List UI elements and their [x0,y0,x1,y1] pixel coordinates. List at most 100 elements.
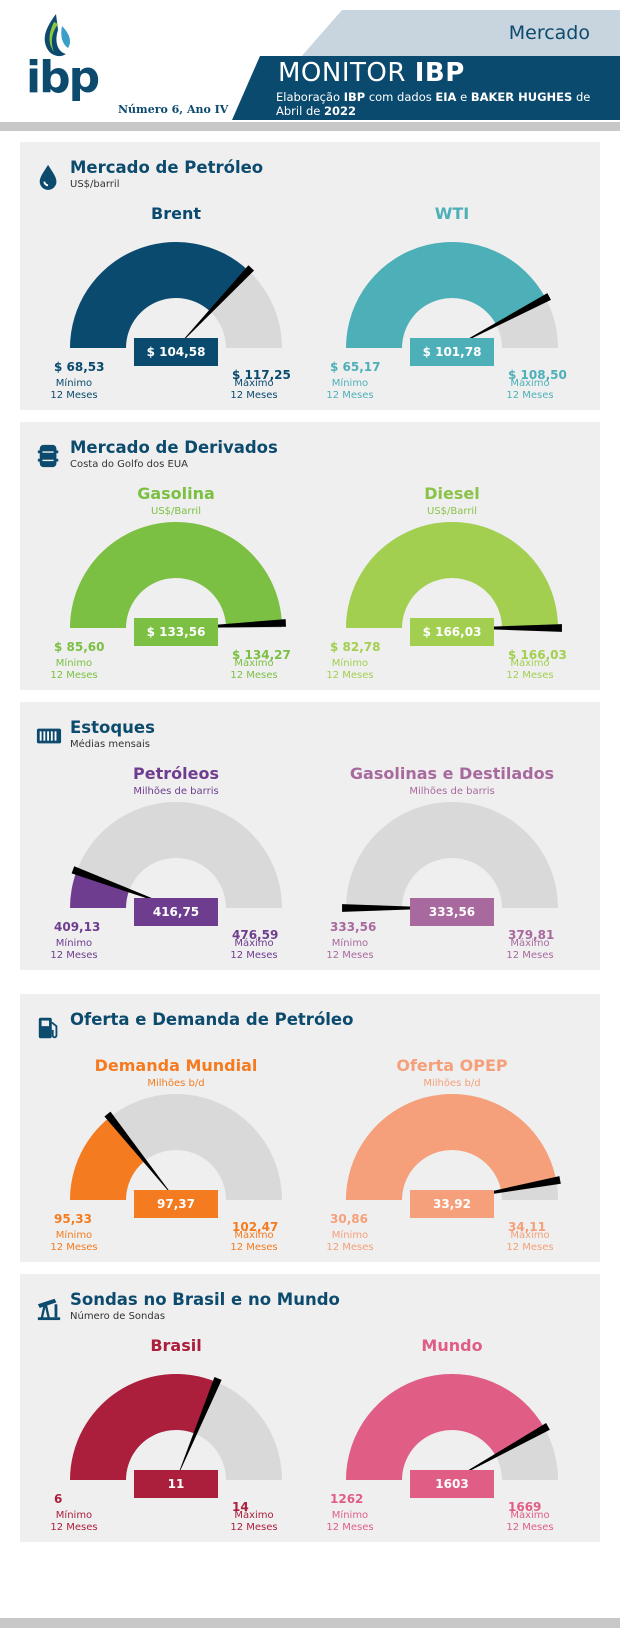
gauge-max-value: 34,11 [508,1220,546,1234]
gauge-unit: Milhões b/d [423,1078,481,1089]
gauge-max-value: $ 134,27 [232,648,291,662]
gauge-max-value: 476,59 [232,928,279,942]
gauge-value: 1603 [410,1470,494,1498]
gauge-max-label: Máximo 12 Meses [230,1230,278,1253]
gauge-max-value: $ 117,25 [232,368,291,382]
section-title: Estoques [70,718,155,737]
gauge-max-value: 14 [232,1500,249,1514]
gauge: Brent $ 104,58 $ 68,53 $ 117,25 Mínimo 12 Mes… [46,142,306,410]
gauge-dial [346,522,562,632]
header: ibp Número 6, Ano IV Mercado MONITOR IBP… [0,0,620,132]
gauge-title: Demanda Mundial [94,1056,258,1075]
gauge-min-label: Mínimo 12 Meses [50,378,98,401]
section-title: Mercado de Petróleo [70,158,264,177]
gauge-title: Gasolina [137,484,215,503]
gauge-min-value: 1262 [330,1492,364,1506]
barrel-icon [37,444,59,468]
gauge-min-value: $ 68,53 [54,360,105,374]
gauge-max-label: Máximo 12 Meses [230,658,278,681]
gauge-max-value: $ 108,50 [508,368,567,382]
gauge-max-label: Máximo 12 Meses [230,938,278,961]
gauge-value-arc [346,241,546,348]
gauge-dial [70,242,282,352]
gauge-dial [346,241,558,352]
gauge-max-value: 1669 [508,1500,542,1514]
gauge-min-label: Mínimo 12 Meses [326,1230,374,1253]
gauge-value: $ 133,56 [134,618,218,646]
gauge-dial [70,521,286,632]
gauge: Demanda Mundial Milhões b/d 97,37 95,33 102,… [46,994,306,1262]
gauge-value-arc [70,521,282,628]
gauge-min-label: Mínimo 12 Meses [50,658,98,681]
gauge-min-value: 30,86 [330,1212,368,1226]
gauge-dial [70,802,282,912]
gauge-title: Gasolinas e Destilados [349,764,555,783]
gauge-max-label: Máximo 12 Meses [506,938,554,961]
footer-rule [0,1618,620,1628]
gauge-dial [70,1094,282,1204]
gauge: Diesel US$/Barril $ 166,03 $ 82,78 $ 166,03 M… [322,422,582,690]
gauge-value: $ 101,78 [410,338,494,366]
gauge-needle [71,866,176,908]
gauge-dial [346,1094,561,1204]
gauge-unit: Milhões b/d [147,1078,205,1089]
section-tag: Mercado [508,22,590,44]
gauge: Brasil 11 6 14 Mínimo 12 Meses Máximo 12 Meses [46,1274,306,1542]
gauge-min-value: $ 85,60 [54,640,105,654]
gauge-value: 11 [134,1470,218,1498]
gauge-max-label: Máximo 12 Meses [506,1230,554,1253]
gauge-min-label: Mínimo 12 Meses [326,938,374,961]
gauge-title: Mundo [421,1336,483,1355]
gauge-min-label: Mínimo 12 Meses [326,378,374,401]
gauge-min-value: $ 65,17 [330,360,381,374]
storage-tank-icon [36,728,62,744]
gauge-needle [176,1376,222,1480]
gauge-max-value: 102,47 [232,1220,279,1234]
gauge-max-label: Máximo 12 Meses [506,658,554,681]
gauge-value-arc [346,1374,545,1480]
gauge-min-value: $ 82,78 [330,640,381,654]
gauge-unit: Milhões de barris [133,786,219,797]
gauge-max-label: Máximo 12 Meses [230,378,278,401]
gauge: Oferta OPEP Milhões b/d 33,92 30,86 34,11 Mín… [322,994,582,1262]
fuel-pump-icon [38,1017,58,1039]
gauge-min-label: Mínimo 12 Meses [326,658,374,681]
gauge-value-arc [70,1374,217,1480]
gauge-needle [176,265,255,348]
gauge-unit: US$/Barril [427,506,477,517]
gauge-max-label: Máximo 12 Meses [506,378,554,401]
section-title: Sondas no Brasil e no Mundo [70,1290,340,1309]
gauge-min-value: 6 [54,1492,63,1506]
gauge: WTI $ 101,78 $ 65,17 $ 108,50 Mínimo 12 Meses… [322,142,582,410]
gauge: Mundo 1603 1262 1669 Mínimo 12 Meses Máximo 12 … [322,1274,582,1542]
section-panel: Mercado de Petróleo US$/barril Brent $ 104,… [20,142,600,410]
gauge-needle [104,1111,176,1200]
gauge-dial [346,1374,558,1484]
gauge-unit: US$/Barril [151,506,201,517]
gauge-value: 333,56 [410,898,494,926]
gauge-needle [452,293,551,348]
section-panel: Sondas no Brasil e no Mundo Número de Son… [20,1274,600,1542]
gauge-value: 97,37 [134,1190,218,1218]
gauge-title: Petróleos [133,764,219,783]
gauge-title: Brasil [150,1336,202,1355]
gauge-value-arc [70,242,249,348]
gauge-needle [342,904,452,912]
section-subtitle: Costa do Golfo dos EUA [70,459,188,470]
gauge: Gasolina US$/Barril $ 133,56 $ 85,60 $ 134,2… [46,422,306,690]
gauge-value: $ 104,58 [134,338,218,366]
gauge-value-arc [70,871,130,908]
gauge-value: 33,92 [410,1190,494,1218]
section-subtitle: US$/barril [70,179,120,190]
oil-drop-icon [39,164,57,190]
gauge-value-arc [346,522,558,628]
gauge-title: Brent [151,204,201,223]
gauge-needle [452,624,562,632]
report-title: MONITOR IBP [278,58,465,88]
gauge-min-label: Mínimo 12 Meses [50,1510,98,1533]
section-subtitle: Médias mensais [70,739,150,750]
gauge-max-label: Máximo 12 Meses [506,1510,554,1533]
gauge-min-label: Mínimo 12 Meses [50,938,98,961]
section-panel: Mercado de Derivados Costa do Golfo dos E… [20,422,600,690]
gauge-max-value: 379,81 [508,928,555,942]
